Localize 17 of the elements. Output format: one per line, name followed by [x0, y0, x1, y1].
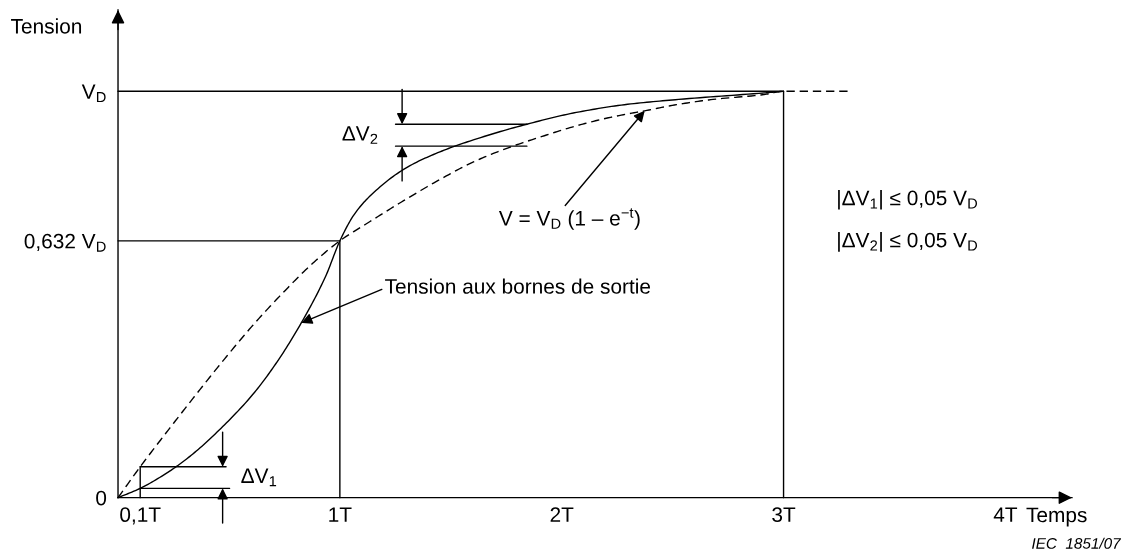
x-axis-title: Temps [1026, 507, 1087, 527]
annotation: ΔV$_{2}$ [342, 126, 378, 144]
text: Tension aux bornes de sortie [385, 278, 651, 294]
x-tick-label: 3T [772, 507, 796, 523]
y-axis-title: Tension [11, 18, 82, 34]
x-tick-label: 0,1T [120, 507, 161, 525]
y-tick-label: 0 [96, 490, 107, 506]
x-tick-label: 4T [993, 507, 1018, 522]
text: IEC 1851/07 [1032, 537, 1122, 549]
x-tick-label: 2T [550, 507, 574, 522]
text: V = V$_{D}$ (1 – e$^{−t}$) [498, 208, 640, 230]
y-tick-label: V$_{D}$ [81, 84, 106, 103]
x-tick-label: 1T [329, 507, 352, 522]
annotation: ΔV$_{1}$ [241, 468, 277, 487]
annotation: |ΔV$_{1}$| ≤ 0,05 V$_{D}$ [838, 190, 978, 210]
annotation: |ΔV$_{2}$| ≤ 0,05 V$_{D}$ [838, 232, 978, 252]
y-tick-label: 0,632 V$_{D}$ [24, 233, 106, 252]
